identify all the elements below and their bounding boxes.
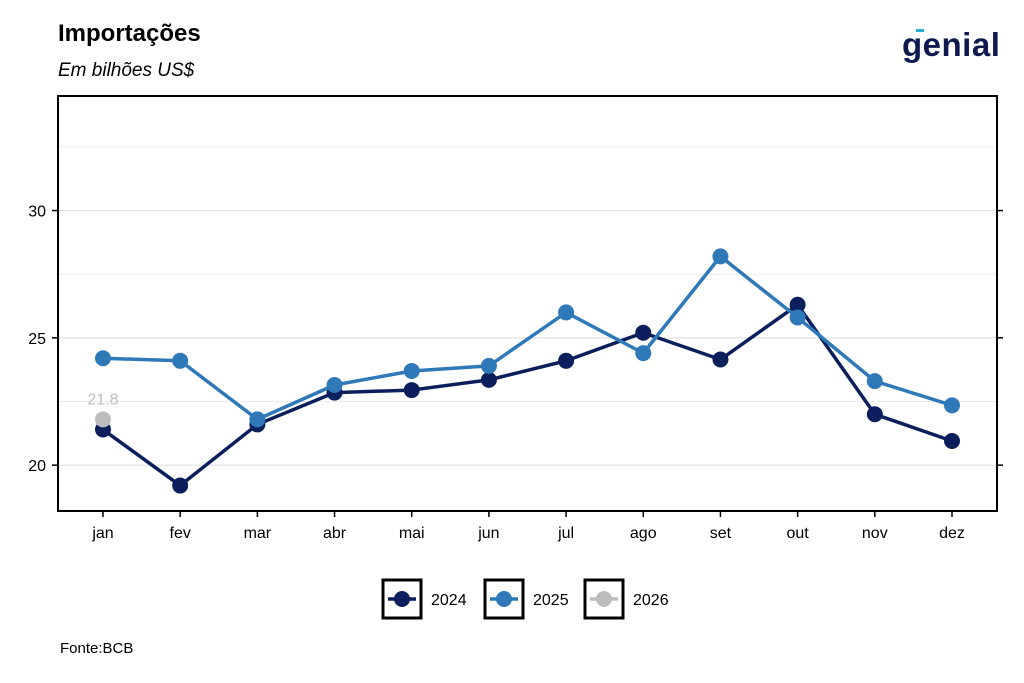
y-tick-label: 20 [28, 458, 46, 475]
data-point-2025 [635, 345, 652, 362]
data-point-2024 [635, 324, 652, 341]
x-tick-label: ago [630, 525, 657, 542]
source-note: Fonte:BCB [60, 640, 134, 657]
x-tick-label: fev [170, 525, 191, 542]
chart-subtitle: Em bilhões US$ [58, 60, 195, 81]
genial-logo: genial [902, 26, 1000, 64]
x-tick-label: set [710, 525, 732, 542]
legend-label: 2025 [533, 592, 569, 609]
y-tick-label: 30 [28, 204, 46, 221]
logo-accent-icon [916, 29, 924, 32]
legend-label: 2024 [431, 592, 467, 609]
series-line-2025 [102, 254, 953, 422]
data-point-2024 [558, 352, 575, 369]
data-point-2025 [95, 350, 111, 367]
chart-title: Importações [58, 20, 201, 47]
legend-key-point [394, 591, 410, 607]
data-point-2025 [712, 248, 729, 265]
data-point-2024 [712, 351, 729, 368]
data-point-2025 [944, 397, 960, 414]
x-tick-label: jul [557, 525, 574, 542]
data-point-2024 [866, 406, 883, 423]
plot-panel-border [57, 95, 998, 512]
data-point-2025 [789, 309, 806, 326]
legend-label: 2026 [633, 592, 669, 609]
legend-key-point [496, 591, 512, 607]
x-tick-label: jan [91, 525, 113, 542]
data-point-2025 [403, 362, 420, 379]
data-point-2024 [403, 382, 420, 399]
data-point-2025 [866, 373, 883, 390]
data-point-2025 [480, 357, 497, 374]
data-point-2025 [326, 376, 343, 393]
data-point-2024 [172, 477, 189, 494]
x-tick-label: jun [477, 525, 499, 542]
x-tick-label: out [787, 525, 810, 542]
legend-key-point [596, 591, 612, 607]
x-tick-label: mai [399, 525, 425, 542]
logo-text: genial [902, 26, 1001, 63]
data-point-2025 [249, 411, 266, 428]
data-point-2025 [558, 304, 575, 321]
series-line-2024 [101, 303, 953, 488]
data-point-2026 [95, 411, 111, 428]
x-tick-label: abr [323, 525, 347, 542]
x-tick-label: dez [939, 525, 965, 542]
data-label-2026: 21.8 [87, 391, 118, 408]
x-tick-label: mar [244, 525, 272, 542]
data-point-2024 [944, 432, 960, 449]
data-point-2024 [789, 296, 806, 313]
data-point-2024 [480, 371, 497, 388]
y-tick-label: 25 [28, 331, 46, 348]
x-tick-label: nov [862, 525, 888, 542]
data-point-2025 [172, 352, 189, 369]
